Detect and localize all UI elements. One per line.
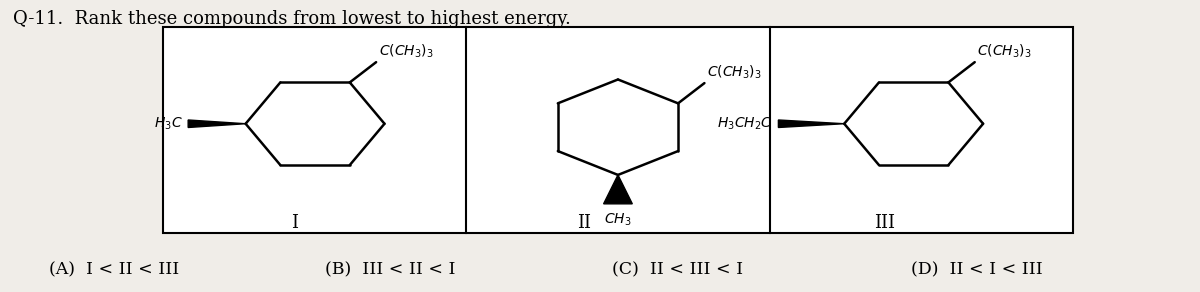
Text: III: III (875, 214, 895, 232)
Text: (C)  II < III < I: (C) II < III < I (612, 262, 743, 279)
Text: (D)  II < I < III: (D) II < I < III (911, 262, 1043, 279)
Text: Q-11.  Rank these compounds from lowest to highest energy.: Q-11. Rank these compounds from lowest t… (13, 10, 571, 28)
FancyBboxPatch shape (163, 27, 1073, 233)
Polygon shape (779, 120, 845, 128)
Text: $CH_3$: $CH_3$ (605, 212, 631, 228)
Text: $C(CH_3)_3$: $C(CH_3)_3$ (707, 63, 762, 81)
Text: $C(CH_3)_3$: $C(CH_3)_3$ (378, 42, 433, 60)
Text: $H_3C$: $H_3C$ (154, 116, 182, 132)
Text: $H_3CH_2C$: $H_3CH_2C$ (718, 116, 773, 132)
Text: $C(CH_3)_3$: $C(CH_3)_3$ (977, 42, 1032, 60)
Polygon shape (188, 120, 246, 128)
Text: (A)  I < II < III: (A) I < II < III (49, 262, 180, 279)
Text: (B)  III < II < I: (B) III < II < I (325, 262, 455, 279)
Text: I: I (292, 214, 299, 232)
Text: II: II (577, 214, 592, 232)
Polygon shape (604, 175, 632, 204)
